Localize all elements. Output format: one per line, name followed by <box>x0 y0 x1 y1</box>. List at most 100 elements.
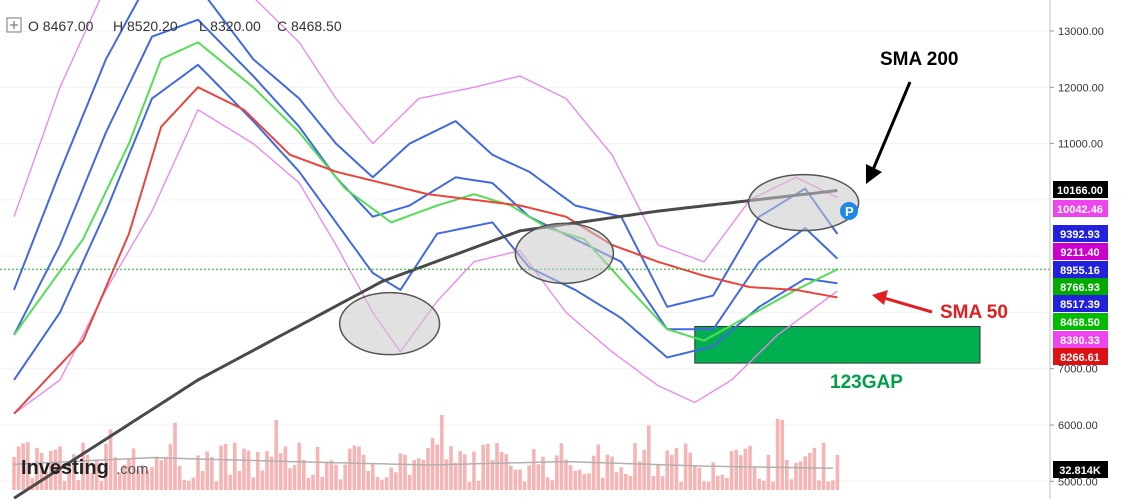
volume-bar-114 <box>536 464 541 490</box>
blue-band-middle <box>13 18 839 336</box>
volume-bar-30 <box>150 467 154 490</box>
gap-box <box>694 326 981 364</box>
volume-bar-142 <box>665 450 669 490</box>
price-badge-label: 10166.00 <box>1057 185 1103 197</box>
volume-bar-66 <box>315 446 320 490</box>
volume-bar-65 <box>311 474 315 490</box>
volume-bar-124 <box>582 474 587 490</box>
volume-bar-164 <box>766 454 771 490</box>
volume-bar-3 <box>26 442 30 490</box>
price-badge-3: 9211.40 <box>1053 243 1108 260</box>
volume-bar-49 <box>237 470 242 490</box>
volume-bar-122 <box>573 470 577 490</box>
ytick-label-3: 7000.00 <box>1058 364 1098 376</box>
volume-bar-165 <box>771 481 775 490</box>
volume-bar-36 <box>177 465 182 490</box>
volume-bar-16 <box>85 454 90 490</box>
volume-bar-166 <box>775 418 780 490</box>
ytick-label-4: 6000.00 <box>1058 420 1098 432</box>
volume-bar-138 <box>647 425 651 490</box>
volume-bar-101 <box>476 480 481 490</box>
volume-bar-150 <box>702 481 706 490</box>
volume-bar-51 <box>246 450 251 490</box>
volume-bar-146 <box>683 443 688 490</box>
volume-bar-108 <box>509 465 513 490</box>
ohlc-low: L 8320.00 <box>199 18 261 34</box>
volume-bar-130 <box>610 456 614 490</box>
price-badge-8: 8380.33 <box>1053 331 1108 348</box>
volume-bar-178 <box>831 480 835 490</box>
volume-bar-45 <box>219 445 223 490</box>
volume-bar-158 <box>739 455 743 490</box>
volume-bar-153 <box>716 475 720 490</box>
volume-bar-148 <box>693 465 697 490</box>
volume-bar-90 <box>426 447 430 490</box>
volume-bar-91 <box>430 438 435 490</box>
price-badge-2: 9392.93 <box>1053 225 1108 242</box>
volume-bar-102 <box>481 444 485 490</box>
volume-bar-131 <box>614 472 619 490</box>
investing-logo: Investing .com <box>21 457 149 479</box>
volume-bar-22 <box>113 457 117 490</box>
volume-bar-63 <box>302 459 306 490</box>
volume-bar-147 <box>688 452 692 490</box>
volume-bar-40 <box>196 455 200 490</box>
volume-bar-94 <box>444 459 449 490</box>
price-badge-9: 8266.61 <box>1053 348 1108 365</box>
volume-bar-56 <box>269 456 274 490</box>
volume-bar-70 <box>334 464 338 490</box>
volume-bar-54 <box>260 470 265 490</box>
volume-bar-140 <box>656 464 660 490</box>
volume-bar-69 <box>329 460 334 490</box>
price-badge-label: 8266.61 <box>1060 352 1100 364</box>
volume-bar-111 <box>522 481 527 490</box>
price-badge-7: 8468.50 <box>1053 313 1108 330</box>
price-badge-bg <box>1053 295 1108 312</box>
price-badge-label: 8517.39 <box>1060 299 1100 311</box>
volume-bar-145 <box>679 481 683 490</box>
volume-bar-93 <box>440 415 444 490</box>
volume-average-line <box>13 456 833 470</box>
volume-bar-61 <box>292 465 297 490</box>
volume-bars <box>12 415 840 490</box>
blue-band-lower <box>13 63 838 381</box>
price-badge-label: 32.814K <box>1059 465 1101 477</box>
volume-bar-77 <box>366 470 370 490</box>
green-line <box>13 41 838 342</box>
annotations: P <box>338 81 933 356</box>
price-badge-6: 8517.39 <box>1053 295 1108 312</box>
volume-bar-60 <box>288 468 292 490</box>
volume-bar-143 <box>670 454 674 490</box>
price-badge-bg <box>1053 225 1108 242</box>
price-badge-bg <box>1053 461 1108 478</box>
price-badge-bg <box>1053 261 1108 278</box>
grid-lines <box>0 30 1050 482</box>
volume-bar-15 <box>81 442 85 490</box>
volume-bar-171 <box>798 461 803 490</box>
volume-bar-103 <box>486 443 490 490</box>
volume-bar-141 <box>660 476 665 490</box>
sma50-line <box>13 86 838 415</box>
volume-bar-105 <box>495 443 499 490</box>
volume-bar-169 <box>789 479 794 490</box>
volume-bar-118 <box>555 455 559 490</box>
volume-bar-2 <box>21 443 25 490</box>
gap-zone <box>694 326 981 364</box>
ohlc-open: O 8467.00 <box>28 18 94 34</box>
volume-bar-14 <box>76 480 81 490</box>
volume-bar-95 <box>449 446 453 490</box>
volume-bar-50 <box>242 448 246 490</box>
volume-bar-154 <box>720 474 725 490</box>
volume-bar-46 <box>223 443 228 490</box>
price-badge-label: 10042.46 <box>1057 204 1103 216</box>
volume-bar-43 <box>210 457 214 490</box>
volume-bar-129 <box>605 454 610 490</box>
volume-bar-98 <box>463 454 467 490</box>
volume-bar-160 <box>748 445 752 490</box>
sma50-arrow-shaft <box>883 296 933 314</box>
volume-bar-71 <box>338 479 343 490</box>
price-badge-5: 8766.93 <box>1053 278 1108 295</box>
logo-brand: Investing <box>21 457 109 479</box>
volume-bar-37 <box>182 479 186 490</box>
